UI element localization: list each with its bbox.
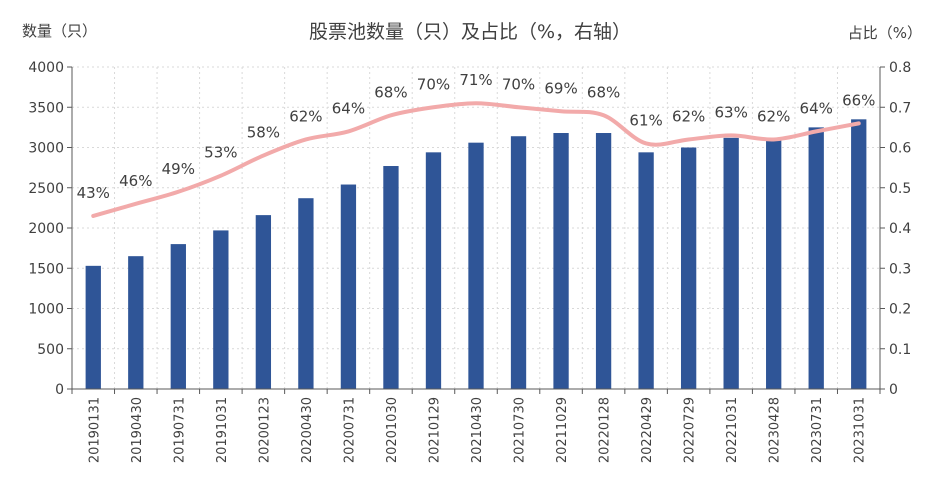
- right-tick-label: 0: [889, 382, 898, 398]
- x-tick-label: 20210430: [470, 397, 485, 463]
- right-tick-label: 0.7: [889, 100, 911, 116]
- ratio-data-label: 62%: [289, 107, 322, 125]
- ratio-data-label: 66%: [842, 91, 875, 109]
- ratio-data-label: 68%: [374, 83, 407, 101]
- bar: [468, 142, 484, 389]
- bar: [595, 133, 612, 389]
- right-tick-label: 0.8: [889, 60, 911, 76]
- bar: [766, 138, 782, 389]
- x-tick-label: 20221031: [725, 397, 740, 463]
- bar: [510, 136, 527, 389]
- left-tick-label: 3000: [28, 141, 64, 157]
- x-tick-label: 20210730: [513, 397, 528, 463]
- ratio-line: [91, 101, 861, 218]
- ratio-data-label: 63%: [714, 103, 747, 121]
- ratio-data-label: 64%: [800, 99, 833, 117]
- left-tick-label: 4000: [28, 60, 64, 76]
- ratio-data-label: 68%: [587, 83, 620, 101]
- x-tick-label: 20231031: [853, 397, 868, 463]
- ratio-data-label: 70%: [417, 75, 450, 93]
- x-tick-label: 20211029: [555, 397, 570, 463]
- x-tick-label: 20220729: [683, 397, 698, 463]
- bar: [638, 152, 654, 389]
- ratio-data-label: 71%: [459, 71, 492, 89]
- chart-title: 股票池数量（只）及占比（%，右轴）: [309, 21, 631, 43]
- bar: [851, 119, 867, 389]
- ratio-line-series: [91, 101, 861, 218]
- ratio-data-label: 46%: [119, 172, 152, 190]
- right-tick-label: 0.2: [889, 302, 911, 318]
- x-tick-label: 20190131: [87, 397, 102, 463]
- ratio-data-label: 69%: [544, 79, 577, 97]
- bar: [298, 198, 314, 389]
- right-tick-label: 0.6: [889, 141, 911, 157]
- left-tick-label: 1500: [28, 261, 64, 277]
- ratio-data-label: 53%: [204, 144, 237, 162]
- x-tick-label: 20201030: [385, 397, 400, 463]
- x-tick-label: 20191031: [215, 397, 230, 463]
- bar: [425, 152, 442, 389]
- ratio-data-label: 64%: [332, 99, 365, 117]
- bar: [808, 127, 824, 389]
- ratio-data-label: 43%: [77, 184, 110, 202]
- bar: [553, 133, 569, 389]
- bar: [85, 265, 101, 389]
- bar: [680, 147, 697, 389]
- x-tick-label: 20190731: [172, 397, 187, 463]
- right-axis-title: 占比（%）: [848, 24, 922, 42]
- right-tick-label: 0.4: [889, 221, 911, 237]
- bar: [383, 166, 399, 389]
- ratio-data-label: 58%: [247, 124, 280, 142]
- x-tick-label: 20200430: [300, 397, 315, 463]
- bar: [128, 256, 144, 389]
- left-tick-label: 0: [55, 382, 64, 398]
- x-ticks: 20190131 20190430 20190731 20191031 20200123…: [71, 389, 881, 463]
- x-tick-label: 20200123: [257, 397, 272, 463]
- bar: [170, 244, 186, 389]
- x-tick-label: 20190430: [130, 397, 145, 463]
- x-tick-label: 20210129: [427, 397, 442, 463]
- left-tick-label: 500: [37, 342, 64, 358]
- ratio-data-label: 62%: [757, 107, 790, 125]
- left-y-ticks: 0 500 1000 1500 2000 2500 3000 3500 4000: [28, 60, 72, 398]
- bar: [255, 215, 272, 389]
- left-tick-label: 3500: [28, 100, 64, 116]
- ratio-data-label: 70%: [502, 75, 535, 93]
- left-axis-title: 数量（只）: [22, 22, 97, 40]
- right-tick-label: 0.1: [889, 342, 911, 358]
- bar: [723, 137, 739, 389]
- bar: [340, 184, 357, 389]
- ratio-data-label: 61%: [629, 111, 662, 129]
- x-tick-label: 20230428: [768, 397, 783, 463]
- left-tick-label: 1000: [28, 302, 64, 318]
- gridlines: [72, 66, 880, 389]
- left-tick-label: 2500: [28, 181, 64, 197]
- right-tick-label: 0.3: [889, 261, 911, 277]
- right-y-ticks: 0 0.1 0.2 0.3 0.4 0.5 0.6 0.7 0.8: [880, 60, 911, 398]
- ratio-data-label: 49%: [162, 160, 195, 178]
- left-tick-label: 2000: [28, 221, 64, 237]
- x-tick-label: 20220429: [640, 397, 655, 463]
- ratio-data-labels: 43% 46% 49% 53% 58% 62% 64% 68% 70% 71% 70% 69% 68% 6…: [77, 71, 876, 202]
- x-tick-label: 20220128: [598, 397, 613, 463]
- x-tick-label: 20200731: [342, 397, 357, 463]
- ratio-data-label: 62%: [672, 107, 705, 125]
- bar-series: [85, 119, 867, 389]
- bar: [213, 230, 229, 389]
- right-tick-label: 0.5: [889, 181, 911, 197]
- x-tick-label: 20230731: [810, 397, 825, 463]
